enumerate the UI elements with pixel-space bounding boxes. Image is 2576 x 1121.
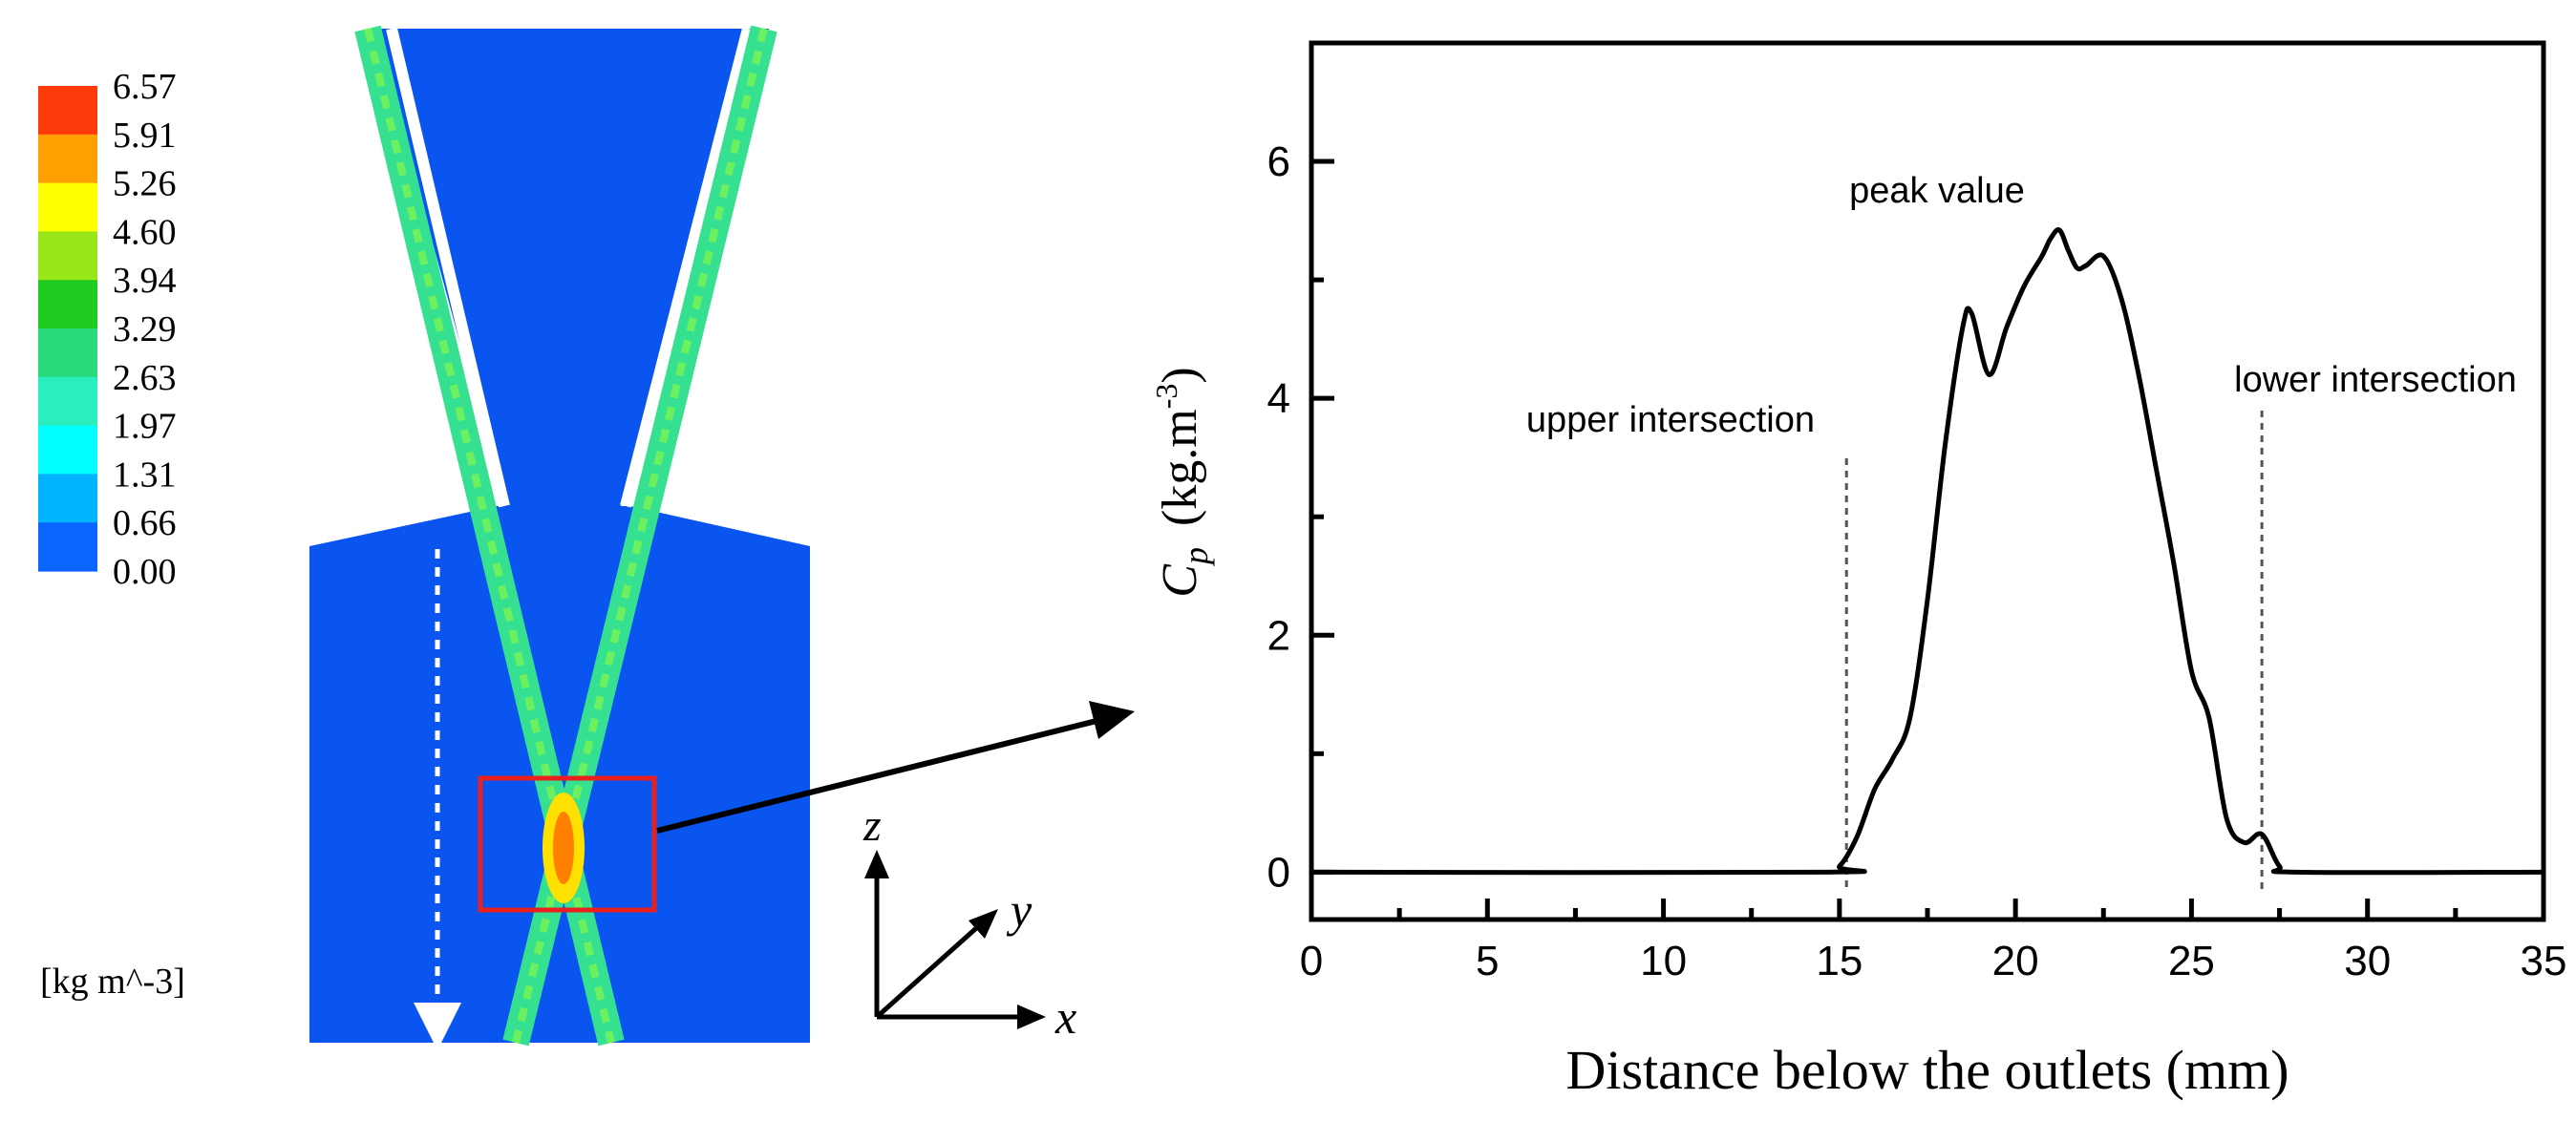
right-nozzle-wall bbox=[620, 27, 754, 508]
colorbar-band bbox=[38, 182, 97, 232]
colorbar-tick-label: 5.26 bbox=[113, 164, 177, 204]
colorbar-tick-label: 3.29 bbox=[113, 309, 177, 349]
y-tick-label: 0 bbox=[1267, 849, 1290, 896]
y-axis-title: Cp (kg.m-3) bbox=[1149, 367, 1215, 597]
y-axis-title-superscript: -3 bbox=[1149, 384, 1183, 410]
colorbar-band bbox=[38, 425, 97, 475]
colorbar-bands bbox=[38, 86, 97, 572]
colorbar-unit-label: [kg m^-3] bbox=[40, 962, 185, 1002]
colorbar-band bbox=[38, 231, 97, 281]
y-tick-label: 2 bbox=[1267, 612, 1290, 659]
colorbar-tick-labels: 6.57 5.91 5.26 4.60 3.94 3.29 2.63 1.97 1.31 0.66… bbox=[113, 67, 177, 592]
z-axis-label: z bbox=[862, 800, 882, 851]
x-tick-label: 10 bbox=[1640, 938, 1687, 984]
concentration-line-chart: 0 5 10 15 20 25 30 35 0 2 4 6 peak value upper int… bbox=[1149, 40, 2567, 1101]
colorbar-band bbox=[38, 134, 97, 184]
colorbar-legend: 6.57 5.91 5.26 4.60 3.94 3.29 2.63 1.97 1.31 0.66… bbox=[38, 67, 185, 1002]
peak-value-annotation: peak value bbox=[1849, 171, 2025, 211]
upper-intersection-annotation: upper intersection bbox=[1526, 400, 1815, 440]
y-axis-title-subscript: p bbox=[1177, 547, 1215, 567]
y-axis-line bbox=[875, 920, 986, 1019]
colorbar-tick-label: 5.91 bbox=[113, 116, 177, 156]
colorbar-band bbox=[38, 86, 97, 136]
peak-concentration-core bbox=[553, 812, 574, 884]
colorbar-tick-label: 6.57 bbox=[113, 67, 177, 107]
y-axis-title-units: (kg.m bbox=[1153, 409, 1207, 526]
y-tick-label: 6 bbox=[1267, 138, 1290, 185]
x-tick-label: 30 bbox=[2344, 938, 2391, 984]
y-axis-label: y bbox=[1006, 883, 1033, 937]
y-axis-title-close-paren: ) bbox=[1153, 367, 1207, 383]
colorbar-tick-label: 1.97 bbox=[113, 407, 177, 447]
intersection-highlight-box bbox=[478, 775, 657, 913]
z-axis-arrowhead bbox=[864, 850, 889, 878]
colorbar-tick-label: 3.94 bbox=[113, 261, 177, 301]
y-axis-title-symbol: C bbox=[1153, 563, 1207, 598]
lower-intersection-annotation: lower intersection bbox=[2234, 360, 2517, 400]
colorbar-tick-label: 0.00 bbox=[113, 552, 177, 592]
colorbar-tick-label: 0.66 bbox=[113, 503, 177, 543]
simulation-contour bbox=[309, 25, 1135, 1050]
concentration-series-line bbox=[1310, 227, 2544, 876]
colorbar-band bbox=[38, 522, 97, 572]
colorbar-tick-label: 1.31 bbox=[113, 455, 177, 495]
y-axis-ticks bbox=[1311, 159, 1334, 875]
coordinate-axes-triad: z y x bbox=[862, 800, 1076, 1044]
callout-arrow-head bbox=[1089, 701, 1135, 739]
colorbar-tick-label: 4.60 bbox=[113, 212, 177, 252]
colorbar-band bbox=[38, 474, 97, 523]
callout-arrow-line bbox=[656, 715, 1109, 834]
left-nozzle-wall bbox=[386, 27, 510, 508]
x-tick-label: 15 bbox=[1816, 938, 1863, 984]
y-axis-tick-labels: 0 2 4 6 bbox=[1267, 138, 1290, 896]
y-tick-label: 4 bbox=[1267, 375, 1290, 422]
colorbar-band bbox=[38, 280, 97, 329]
x-axis-arrowhead bbox=[1017, 1005, 1046, 1029]
x-axis-title: Distance below the outlets (mm) bbox=[1565, 1039, 2289, 1101]
x-axis-label: x bbox=[1054, 990, 1076, 1044]
x-tick-label: 20 bbox=[1992, 938, 2039, 984]
colorbar-tick-label: 2.63 bbox=[113, 358, 177, 398]
x-tick-label: 0 bbox=[1300, 938, 1323, 984]
x-tick-label: 5 bbox=[1476, 938, 1499, 984]
x-axis-ticks bbox=[1309, 899, 2546, 920]
colorbar-band bbox=[38, 328, 97, 378]
y-axis-arrowhead bbox=[969, 909, 998, 939]
x-axis-tick-labels: 0 5 10 15 20 25 30 35 bbox=[1300, 938, 2567, 984]
x-tick-label: 35 bbox=[2521, 938, 2567, 984]
x-tick-label: 25 bbox=[2168, 938, 2215, 984]
colorbar-band bbox=[38, 376, 97, 427]
